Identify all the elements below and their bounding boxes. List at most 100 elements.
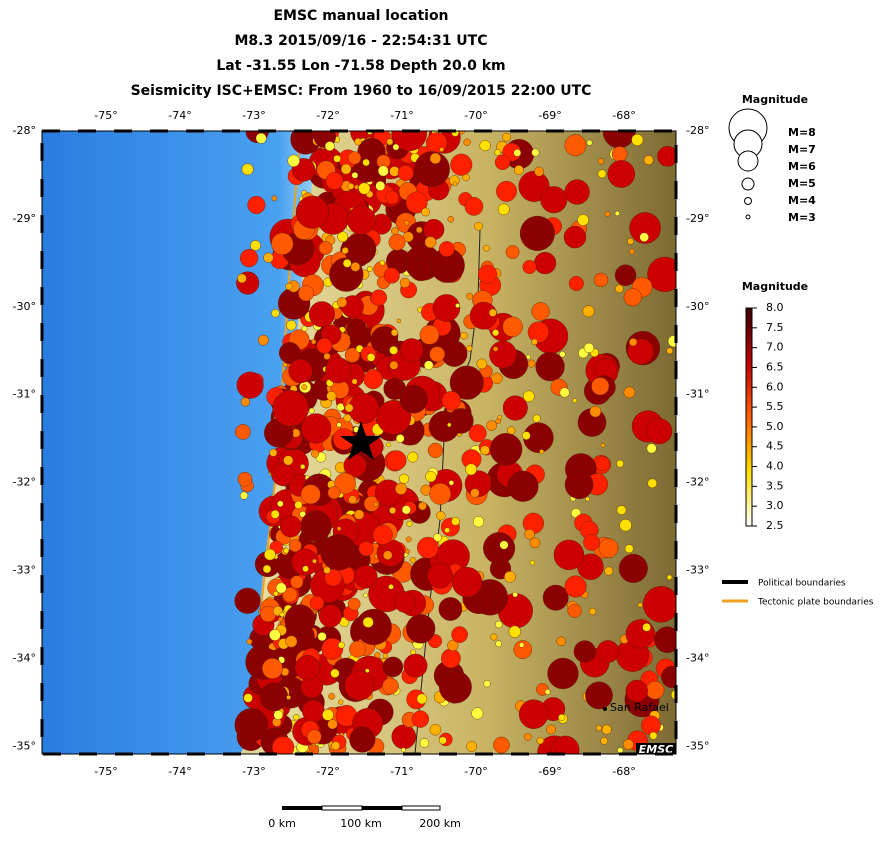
seismicity-dot xyxy=(400,747,406,753)
seismicity-dot xyxy=(290,575,304,589)
seismicity-dot xyxy=(362,616,374,628)
seismicity-dot xyxy=(349,640,366,658)
line-legend: Political boundaries Tectonic plate boun… xyxy=(722,579,874,608)
seismicity-dot xyxy=(667,335,676,348)
seismicity-dot xyxy=(389,507,397,515)
seismicity-dot xyxy=(306,729,322,745)
seismicity-dot xyxy=(643,155,654,166)
seismicity-dot xyxy=(526,354,531,360)
seismicity-dot xyxy=(275,582,287,594)
seismicity-dot xyxy=(385,442,391,448)
seismicity-dot xyxy=(600,737,609,745)
seismicity-dot xyxy=(518,699,549,729)
seismicity-dot xyxy=(615,284,624,293)
seismicity-dot xyxy=(489,433,523,466)
seismicity-dot xyxy=(298,285,315,302)
seismicity-dot xyxy=(451,626,468,643)
seismicity-dot xyxy=(351,171,359,179)
size-label: M=4 xyxy=(788,194,816,207)
seismicity-dot xyxy=(597,169,607,179)
seismicity-dot xyxy=(406,520,413,527)
seismicity-dot xyxy=(479,140,491,152)
seismicity-dot xyxy=(272,736,295,754)
seismicity-dot xyxy=(645,681,665,700)
seismicity-dot xyxy=(324,141,335,152)
seismicity-dot xyxy=(544,689,551,695)
size-legend: Magnitude M=8 M=7 M=6 M=5 M=4 M=3 xyxy=(728,93,816,224)
seismicity-dot xyxy=(474,221,483,231)
seismicity-dot xyxy=(527,321,549,343)
seismicity-dot xyxy=(597,158,605,165)
lon-label: -68° xyxy=(612,765,635,778)
lon-label: -70° xyxy=(464,109,487,122)
seismicity-dot xyxy=(354,509,365,520)
lat-label: -34° xyxy=(13,651,36,664)
seismicity-dot xyxy=(539,449,545,455)
size-circle xyxy=(737,150,759,172)
lat-label: -33° xyxy=(686,564,709,577)
seismicity-dot xyxy=(447,215,455,223)
seismicity-dot xyxy=(237,273,247,284)
lat-label: -31° xyxy=(686,388,709,401)
seismicity-dot xyxy=(631,133,644,146)
seismicity-dot xyxy=(353,564,378,589)
seismicity-dot xyxy=(386,450,407,471)
seismicity-dot xyxy=(617,747,624,754)
color-tick-label: 6.5 xyxy=(766,360,784,373)
seismicity-dot xyxy=(607,160,636,188)
seismicity-dot xyxy=(395,482,408,495)
seismicity-dot xyxy=(611,146,628,163)
lon-label: -69° xyxy=(538,765,561,778)
seismicity-dot xyxy=(283,455,294,466)
color-tick-label: 7.5 xyxy=(766,321,784,334)
seismicity-dot xyxy=(572,398,578,403)
seismicity-dot xyxy=(433,533,442,542)
seismicity-dot xyxy=(657,146,676,167)
seismicity-dot xyxy=(444,527,450,534)
color-tick-label: 6.0 xyxy=(766,380,784,393)
seismicity-dot xyxy=(492,346,499,352)
seismicity-dot xyxy=(514,165,524,175)
seismicity-dot xyxy=(299,511,306,518)
seismicity-dot xyxy=(325,172,344,190)
lon-label: -72° xyxy=(316,765,339,778)
lat-label: -31° xyxy=(13,388,36,401)
seismicity-dot xyxy=(302,565,309,573)
seismicity-dot xyxy=(424,360,434,370)
seismicity-dot xyxy=(647,478,658,489)
seismicity-dot xyxy=(423,218,445,240)
seismicity-dot xyxy=(465,463,477,476)
legend-title: Magnitude xyxy=(742,280,808,293)
seismicity-dot xyxy=(499,540,509,550)
seismicity-dot xyxy=(263,252,274,263)
seismicity-dot xyxy=(286,320,297,331)
seismicity-dot xyxy=(598,538,619,558)
seismicity-dot xyxy=(534,166,544,177)
seismicity-dot xyxy=(294,500,303,509)
color-tick-label: 3.0 xyxy=(766,499,784,512)
seismicity-dot xyxy=(318,241,333,255)
seismicity-dot xyxy=(466,345,473,352)
seismicity-dot xyxy=(301,413,332,444)
seismicity-dot xyxy=(344,403,354,413)
seismicity-dot xyxy=(429,723,442,736)
seismicity-dot xyxy=(279,612,285,618)
seismicity-dot xyxy=(246,638,253,645)
seismicity-dot xyxy=(409,258,433,282)
seismicity-dot xyxy=(432,294,461,322)
seismicity-dot xyxy=(639,232,649,242)
seismicity-dot xyxy=(573,640,596,663)
map: San Rafael EMSC xyxy=(42,131,676,754)
seismicity-dot xyxy=(447,422,452,428)
seismicity-dot xyxy=(519,215,555,251)
seismicity-dot xyxy=(627,238,634,245)
seismicity-dot xyxy=(323,352,331,360)
seismicity-dot xyxy=(349,726,376,753)
seismicity-dot xyxy=(327,486,341,500)
seismicity-dot xyxy=(301,384,308,390)
frame-line xyxy=(41,130,677,755)
seismicity-dot xyxy=(239,491,248,500)
seismicity-dot xyxy=(294,655,321,681)
seismicity-dot xyxy=(278,616,283,622)
lat-label: -34° xyxy=(686,651,709,664)
